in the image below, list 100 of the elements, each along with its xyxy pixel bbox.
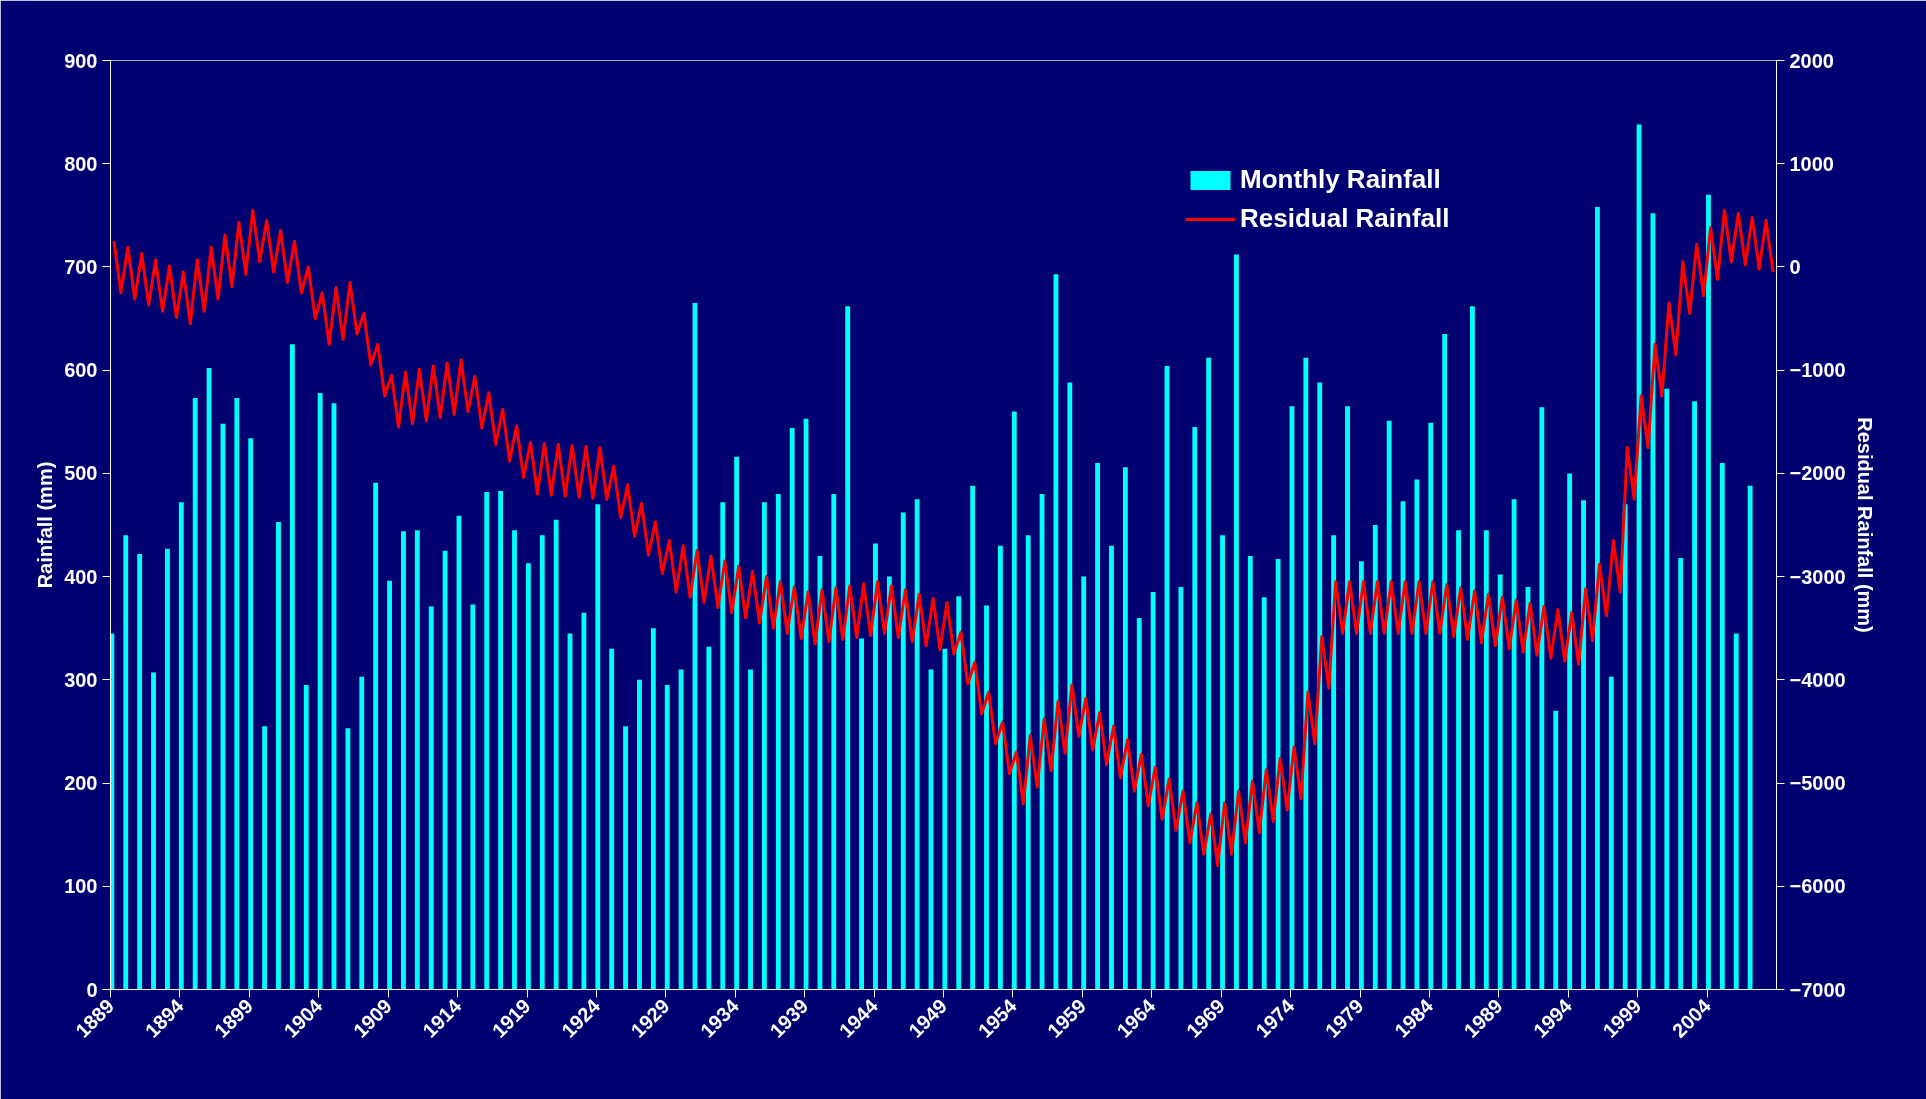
bar (1025, 535, 1031, 990)
bar (1733, 633, 1739, 990)
line-series (112, 208, 1775, 868)
bar (734, 456, 740, 990)
bar (748, 669, 753, 990)
bar (1594, 207, 1600, 990)
bar (1483, 530, 1489, 990)
y2-tick-label: −3000 (1789, 565, 1846, 588)
y2-tick-label: 0 (1789, 255, 1801, 278)
bar (845, 306, 851, 990)
bar (164, 548, 170, 990)
bar (1095, 463, 1101, 990)
y-tick-label: 300 (64, 668, 98, 691)
bar (914, 499, 920, 990)
bar (428, 606, 434, 990)
bar (359, 676, 365, 990)
y-tick-label: 500 (64, 462, 98, 485)
y-tick-label: 0 (86, 978, 98, 1001)
bar (859, 638, 865, 990)
bar (1192, 426, 1198, 990)
bar (1386, 420, 1392, 990)
y-tick-label: 600 (64, 359, 98, 382)
legend-label: Residual Rainfall (1240, 203, 1450, 234)
bar (484, 491, 490, 990)
y2-tick-label: 1000 (1789, 152, 1834, 175)
bar (387, 580, 392, 990)
bar (1470, 306, 1475, 990)
bar (248, 438, 254, 990)
y-tick-label: 400 (64, 565, 98, 588)
bar (1206, 357, 1212, 990)
bar (997, 545, 1003, 990)
bar (525, 563, 531, 990)
bar (1706, 194, 1711, 990)
bar (720, 502, 726, 990)
bar (137, 553, 143, 990)
bar (984, 605, 989, 990)
bar (1039, 494, 1045, 990)
legend-label: Monthly Rainfall (1240, 164, 1441, 195)
bar (1345, 406, 1350, 990)
bar (1428, 422, 1434, 990)
bar (650, 628, 656, 990)
bar (1067, 382, 1073, 990)
bar (401, 531, 406, 990)
bar (1692, 401, 1698, 990)
bar (512, 530, 517, 990)
bar (151, 672, 156, 990)
bar (873, 543, 878, 990)
y-tick-label: 900 (64, 49, 98, 72)
bar (1275, 559, 1281, 990)
y-tick-label: 200 (64, 772, 98, 795)
bar (317, 392, 323, 990)
bar (900, 512, 906, 990)
bar (1372, 525, 1378, 990)
bar (123, 535, 129, 990)
bar (1553, 710, 1559, 990)
bar (609, 648, 615, 990)
bar (1358, 561, 1364, 990)
bar (1220, 535, 1225, 990)
bar (623, 726, 628, 990)
bar (1331, 535, 1337, 990)
bar (1414, 479, 1420, 990)
bar (1178, 586, 1184, 990)
bar (539, 535, 545, 990)
bar (1442, 334, 1448, 990)
y2-tick-label: −6000 (1789, 875, 1846, 898)
bar (1247, 555, 1253, 990)
bar (1567, 473, 1573, 990)
bar (1261, 597, 1267, 990)
bar (706, 646, 712, 990)
bar (1234, 254, 1239, 990)
bar (1303, 357, 1309, 990)
bar (637, 679, 642, 990)
y2-axis-title: Residual Rainfall (mm) (1853, 417, 1876, 633)
bar (1664, 388, 1670, 990)
bar (1608, 676, 1614, 990)
bar (1539, 407, 1545, 990)
bar (1622, 504, 1628, 990)
bar (1497, 574, 1503, 990)
bar (1109, 545, 1114, 990)
bar (831, 494, 837, 990)
bar (886, 576, 892, 990)
bar (1150, 592, 1156, 990)
bar (178, 502, 184, 990)
bar (1719, 463, 1725, 990)
bar (761, 502, 767, 990)
bar (192, 398, 198, 990)
y2-tick-label: 2000 (1789, 49, 1834, 72)
y2-tick-label: −1000 (1789, 359, 1846, 382)
bar (1081, 576, 1087, 990)
bar (414, 530, 420, 990)
bar (775, 494, 781, 990)
bar (1678, 558, 1684, 990)
y-axis-title: Rainfall (mm) (34, 461, 57, 589)
bar (956, 596, 962, 990)
bar (470, 604, 476, 990)
bar (1747, 485, 1753, 990)
bar (262, 726, 268, 990)
bar (345, 728, 351, 990)
y2-tick-label: −5000 (1789, 772, 1846, 795)
bar (678, 669, 684, 990)
